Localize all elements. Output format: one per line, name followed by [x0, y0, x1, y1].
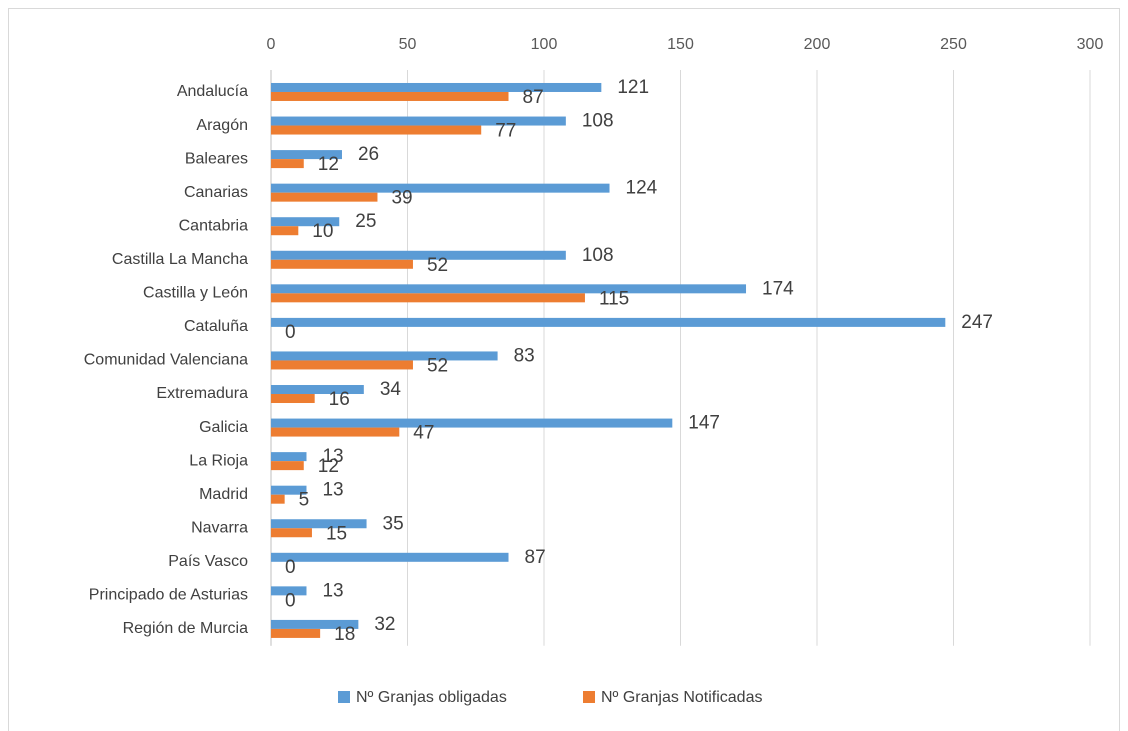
- bar: [271, 82, 602, 92]
- data-label: 13: [322, 446, 343, 467]
- data-label: 5: [299, 490, 310, 511]
- bar: [271, 150, 342, 160]
- y-tick-label: La Rioja: [189, 452, 248, 469]
- data-label: 108: [582, 245, 614, 266]
- data-label: 12: [318, 456, 339, 477]
- bar: [271, 552, 509, 562]
- bar: [271, 293, 585, 303]
- data-label: 174: [762, 278, 794, 299]
- x-tick-label: 300: [1077, 36, 1104, 53]
- data-label: 83: [514, 345, 535, 366]
- bar: [271, 394, 315, 404]
- bar: [271, 351, 498, 361]
- data-label: 39: [391, 188, 412, 209]
- data-label: 147: [688, 413, 720, 434]
- bar: [271, 586, 307, 596]
- x-tick-label: 100: [531, 36, 558, 53]
- y-tick-label: Castilla La Mancha: [112, 251, 248, 268]
- y-tick-label: Cataluña: [184, 318, 248, 335]
- bar: [271, 360, 413, 370]
- data-label: 115: [599, 288, 629, 309]
- bar: [271, 183, 610, 193]
- chart-border: [8, 8, 1120, 731]
- bar: [271, 226, 299, 236]
- data-label: 77: [495, 121, 516, 142]
- y-tick-label: Madrid: [199, 486, 248, 503]
- y-tick-label: Comunidad Valenciana: [84, 352, 248, 369]
- bar: [271, 116, 566, 126]
- y-tick-label: Principado de Asturias: [89, 587, 248, 604]
- bar: [271, 385, 364, 395]
- bar: [271, 619, 359, 629]
- x-tick-label: 50: [399, 36, 417, 53]
- data-label: 13: [322, 580, 343, 601]
- y-tick-label: Baleares: [185, 150, 248, 167]
- bar: [271, 91, 509, 101]
- data-label: 18: [334, 624, 355, 645]
- y-tick-label: Canarias: [184, 184, 248, 201]
- data-label: 47: [413, 423, 434, 444]
- bar: [271, 519, 367, 529]
- data-label: 124: [626, 178, 658, 199]
- bar: [271, 217, 340, 227]
- data-label: 26: [358, 144, 379, 165]
- data-label: 52: [427, 255, 448, 276]
- data-label: 87: [523, 87, 544, 108]
- bar: [271, 628, 321, 638]
- data-label: 34: [380, 379, 402, 400]
- x-tick-label: 150: [667, 36, 694, 53]
- y-tick-label: Navarra: [191, 519, 248, 536]
- data-label: 121: [617, 77, 649, 98]
- data-label: 87: [525, 547, 546, 568]
- bar: [271, 284, 747, 294]
- y-tick-label: Aragón: [196, 117, 248, 134]
- bar: [271, 418, 673, 428]
- x-tick-label: 200: [804, 36, 831, 53]
- y-tick-label: Andalucía: [177, 83, 248, 100]
- bar: [271, 427, 400, 437]
- data-label: 0: [285, 322, 296, 343]
- data-label: 16: [329, 389, 350, 410]
- data-label: 247: [961, 312, 993, 333]
- x-tick-label: 250: [940, 36, 967, 53]
- x-tick-label: 0: [267, 36, 276, 53]
- bar: [271, 461, 304, 471]
- data-label: 35: [383, 513, 404, 534]
- data-label: 13: [322, 480, 343, 501]
- y-tick-label: Región de Murcia: [123, 620, 249, 637]
- bar: [271, 259, 413, 269]
- bar: [271, 317, 946, 327]
- data-label: 108: [582, 111, 614, 132]
- data-label: 0: [285, 590, 296, 611]
- data-label: 15: [326, 523, 347, 544]
- bar: [271, 528, 312, 538]
- data-label: 10: [312, 221, 333, 242]
- legend-swatch: [583, 691, 595, 703]
- bar: [271, 452, 307, 462]
- bar: [271, 125, 482, 135]
- data-label: 52: [427, 355, 448, 376]
- data-label: 25: [355, 211, 376, 232]
- legend-label: Nº Granjas Notificadas: [601, 689, 762, 706]
- y-tick-label: Galicia: [199, 419, 248, 436]
- data-label: 0: [285, 557, 296, 578]
- y-tick-label: Extremadura: [156, 385, 248, 402]
- legend-swatch: [338, 691, 350, 703]
- data-label: 32: [374, 614, 395, 635]
- bar: [271, 485, 307, 495]
- bar: [271, 250, 566, 260]
- y-tick-label: Castilla y León: [143, 285, 248, 302]
- legend-label: Nº Granjas obligadas: [356, 689, 507, 706]
- bar: [271, 159, 304, 169]
- bar: [271, 192, 378, 202]
- y-tick-label: Cantabria: [179, 217, 248, 234]
- bar: [271, 494, 285, 504]
- data-label: 12: [318, 154, 339, 175]
- y-tick-label: País Vasco: [168, 553, 248, 570]
